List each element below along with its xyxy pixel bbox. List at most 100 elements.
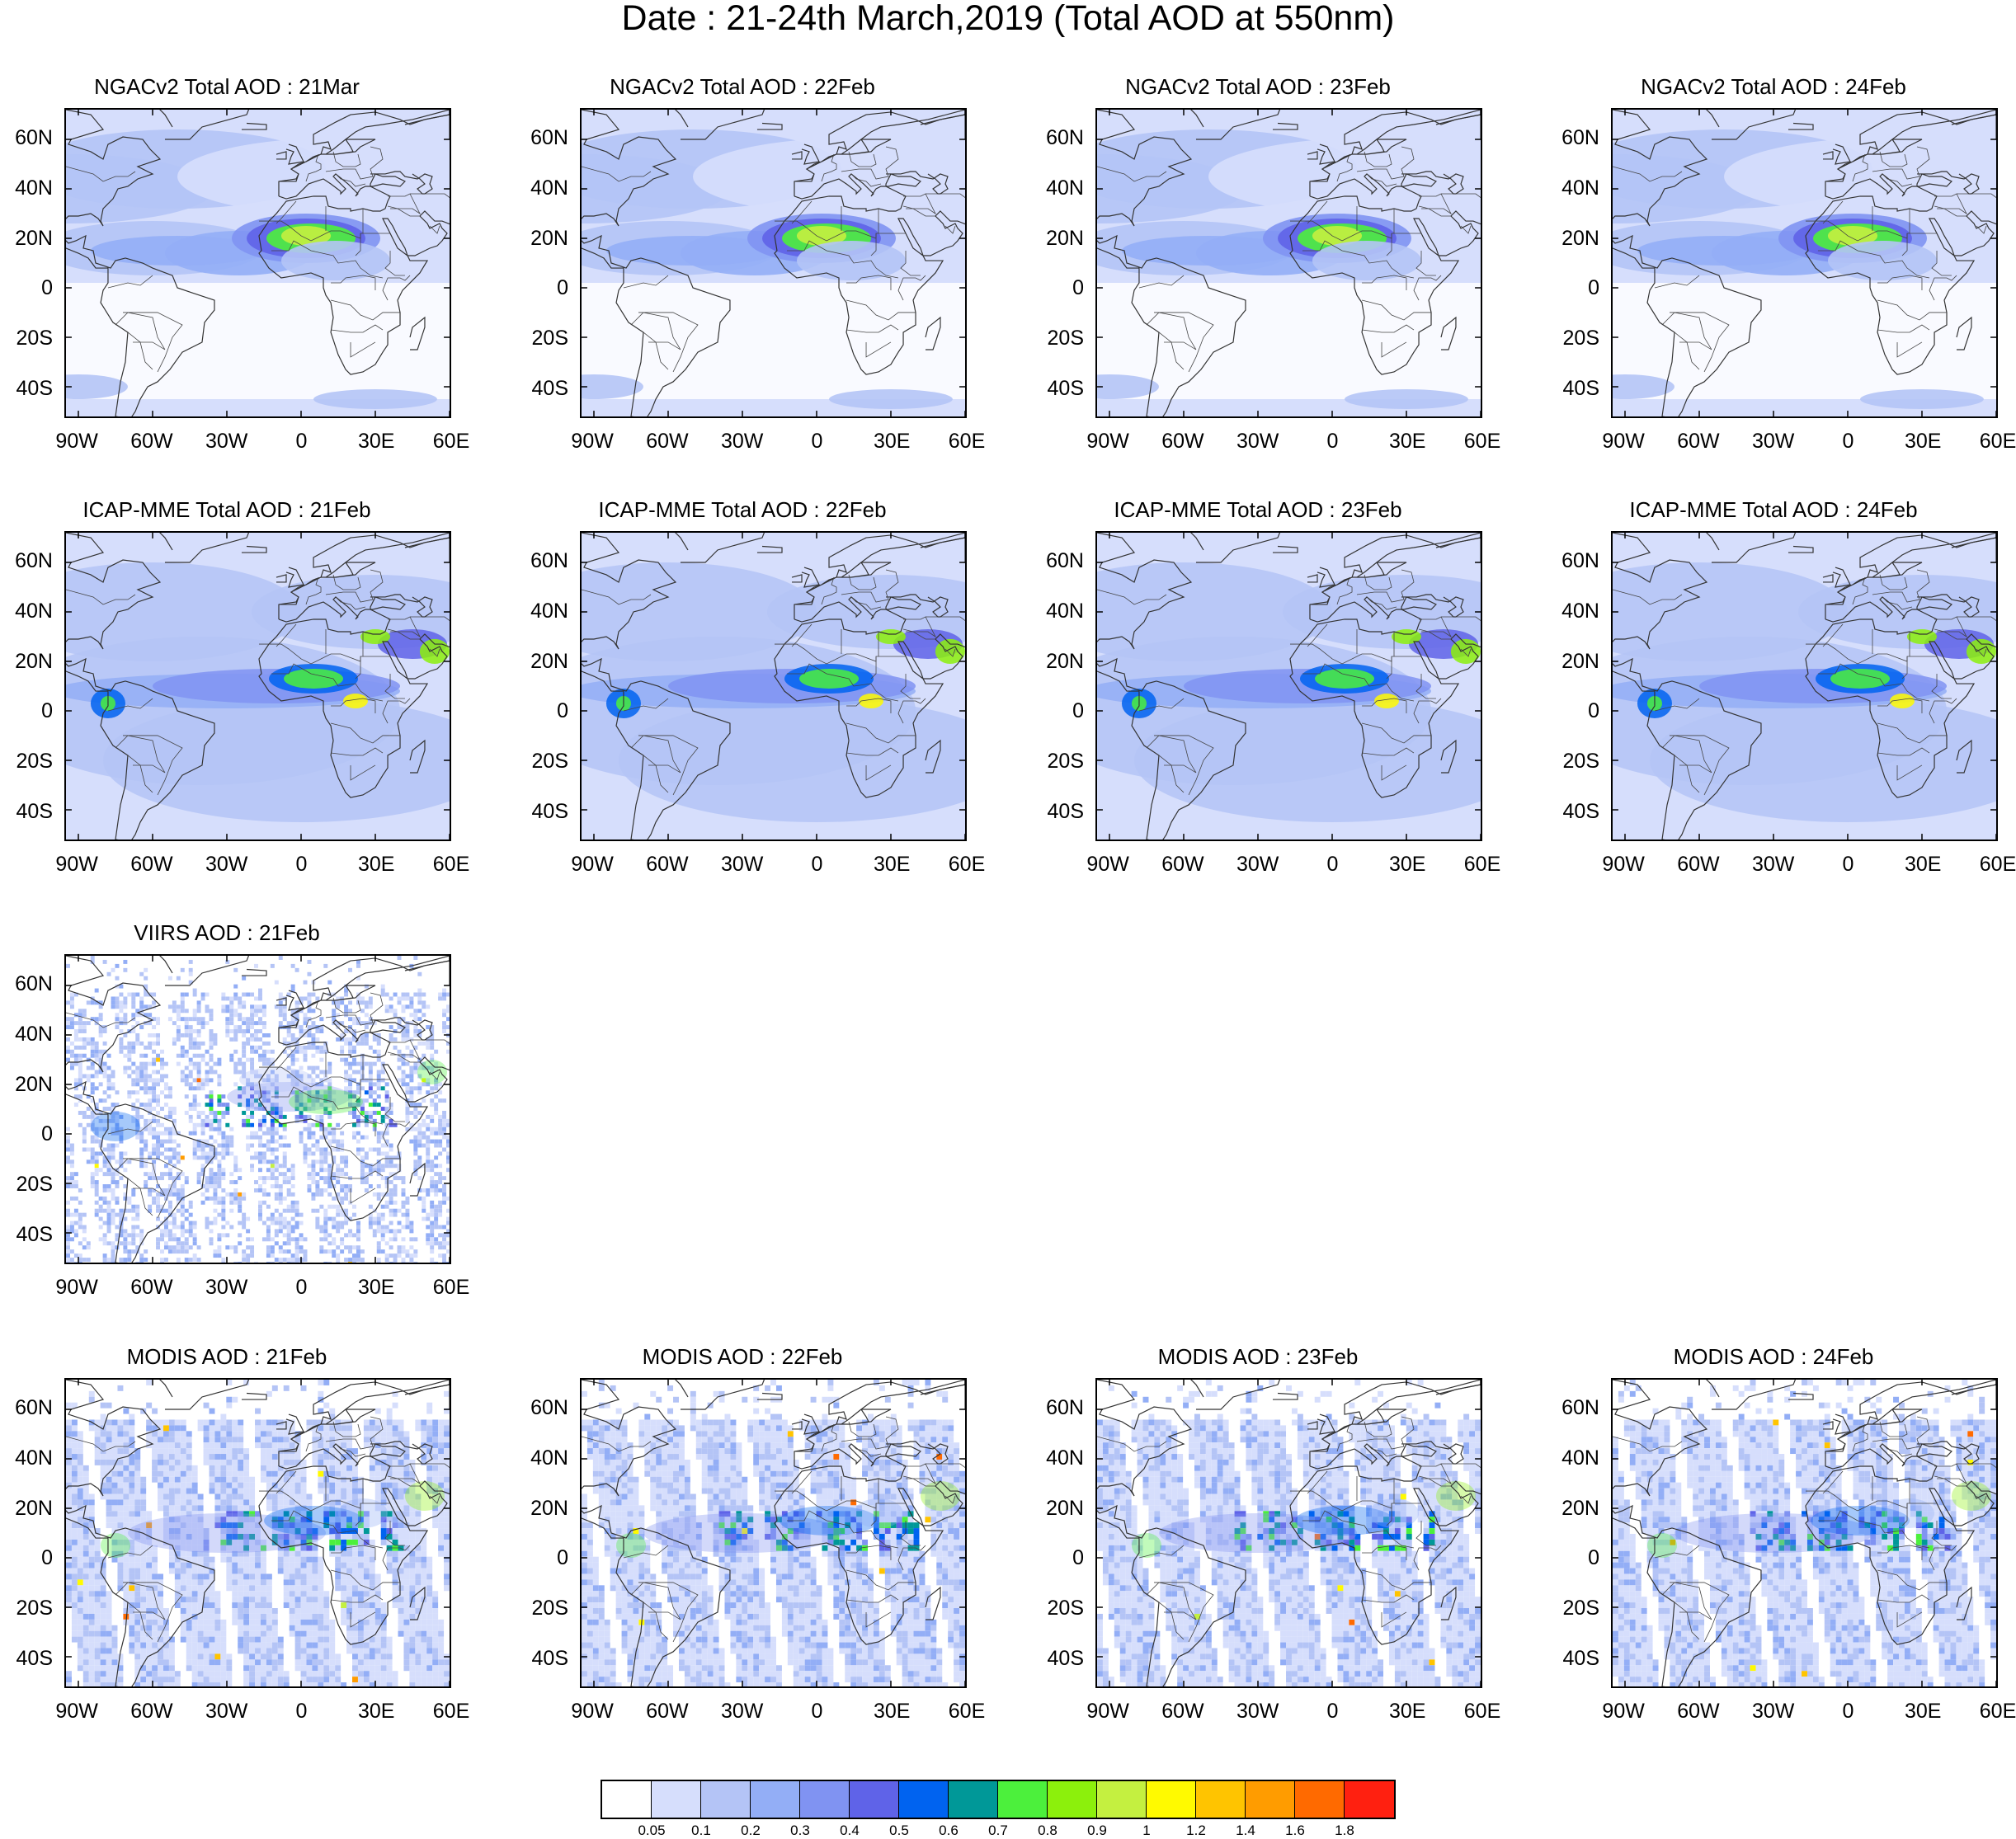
aod-pixel xyxy=(217,1127,221,1131)
aod-pixel xyxy=(193,993,197,997)
aod-pixel xyxy=(430,1164,434,1168)
aod-pixel xyxy=(197,1000,201,1004)
aod-pixel xyxy=(99,1033,103,1037)
aod-pixel xyxy=(417,1144,422,1148)
aod-pixel xyxy=(393,1425,398,1431)
aod-pixel xyxy=(442,1184,446,1188)
aod-pixel xyxy=(442,1131,446,1136)
aod-pixel xyxy=(393,1213,398,1217)
aod-pixel xyxy=(358,1534,364,1540)
aerosol-plume xyxy=(91,1112,140,1141)
aod-pixel xyxy=(438,1419,444,1425)
aod-pixel xyxy=(254,1136,258,1140)
aod-pixel xyxy=(258,996,262,1000)
aod-pixel xyxy=(295,1225,299,1229)
aod-pixel xyxy=(246,1025,250,1029)
aod-pixel xyxy=(422,1042,426,1046)
aod-pixel xyxy=(438,1471,444,1477)
aerosol-plume xyxy=(239,1067,313,1092)
aod-pixel xyxy=(101,1563,106,1569)
aod-pixel xyxy=(70,1258,74,1262)
aod-pixel xyxy=(197,1144,201,1148)
aod-pixel xyxy=(258,1205,262,1209)
aod-pixel xyxy=(393,1431,398,1437)
longitude-label: 90W xyxy=(1602,430,1644,452)
aod-pixel xyxy=(103,1253,107,1258)
aod-pixel xyxy=(168,1017,172,1021)
aod-pixel xyxy=(95,1074,99,1078)
aod-pixel xyxy=(197,1042,201,1046)
aod-pixel xyxy=(158,1489,163,1494)
aod-pixel xyxy=(266,1233,271,1237)
aod-pixel xyxy=(434,1144,438,1148)
aod-pixel xyxy=(164,1062,168,1066)
aod-pixel xyxy=(214,1425,220,1431)
longitude-label: 30E xyxy=(358,1277,394,1298)
aod-pixel xyxy=(381,1465,387,1471)
aod-pixel xyxy=(185,1094,189,1098)
aod-pixel xyxy=(266,1431,272,1437)
latitude-label: 20N xyxy=(1561,651,1599,672)
aod-pixel xyxy=(139,1070,144,1075)
aod-pixel xyxy=(356,1258,360,1262)
aod-pixel xyxy=(66,1431,72,1437)
aod-pixel xyxy=(163,1505,169,1511)
aod-pixel xyxy=(72,1522,78,1528)
aod-pixel xyxy=(385,1205,389,1209)
aod-pixel xyxy=(127,1253,131,1258)
aod-pixel xyxy=(78,1070,82,1075)
aod-pixel xyxy=(375,1448,381,1454)
latitude-label: 60N xyxy=(1561,127,1599,148)
aod-pixel xyxy=(370,1471,375,1477)
aod-pixel xyxy=(95,1557,101,1563)
aod-pixel xyxy=(163,1448,169,1454)
aod-pixel xyxy=(232,1431,238,1437)
latitude-label: 0 xyxy=(1072,277,1084,299)
aod-pixel xyxy=(225,1221,229,1225)
aod-pixel xyxy=(220,1499,226,1505)
aod-pixel xyxy=(78,1517,83,1522)
aod-pixel xyxy=(340,1172,344,1176)
aod-pixel xyxy=(189,1233,193,1237)
aod-pixel xyxy=(432,1471,438,1477)
aod-pixel xyxy=(232,1489,238,1494)
aod-pixel xyxy=(95,1188,99,1192)
aod-pixel xyxy=(438,1201,442,1205)
aod-pixel xyxy=(398,1489,404,1494)
aod-pixel xyxy=(284,1437,290,1442)
aod-pixel xyxy=(217,1197,221,1201)
aod-pixel xyxy=(78,1241,82,1245)
aod-pixel xyxy=(402,1258,406,1262)
aod-pixel xyxy=(417,1155,422,1159)
aod-pixel xyxy=(169,1477,175,1483)
aod-pixel xyxy=(78,1431,83,1437)
aod-pixel xyxy=(156,1136,160,1140)
aod-pixel xyxy=(160,1131,164,1136)
latitude-label: 20N xyxy=(15,1074,53,1095)
aod-pixel xyxy=(78,1221,82,1225)
aod-pixel xyxy=(381,1237,385,1241)
aod-pixel xyxy=(172,1233,177,1237)
aod-pixel xyxy=(272,1477,278,1483)
aod-pixel xyxy=(169,1425,175,1431)
aod-pixel xyxy=(181,1155,185,1159)
aod-pixel xyxy=(238,1192,242,1197)
aod-pixel xyxy=(232,1505,238,1511)
aod-pixel xyxy=(323,1431,329,1437)
aod-pixel xyxy=(434,1225,438,1229)
aod-pixel xyxy=(346,1425,352,1431)
aod-pixel xyxy=(389,1107,393,1111)
aod-pixel xyxy=(95,1431,101,1437)
aod-pixel xyxy=(258,1029,262,1033)
aod-pixel xyxy=(444,1442,450,1448)
aod-pixel xyxy=(72,1460,78,1465)
aod-pixel xyxy=(335,1483,341,1489)
aod-pixel xyxy=(134,1489,140,1494)
aod-pixel xyxy=(360,1155,365,1159)
aod-pixel xyxy=(327,1066,332,1070)
aod-pixel xyxy=(172,1213,177,1217)
aod-pixel xyxy=(438,1233,442,1237)
aod-pixel xyxy=(197,1172,201,1176)
aod-pixel xyxy=(214,1454,220,1460)
aod-pixel xyxy=(152,1033,156,1037)
